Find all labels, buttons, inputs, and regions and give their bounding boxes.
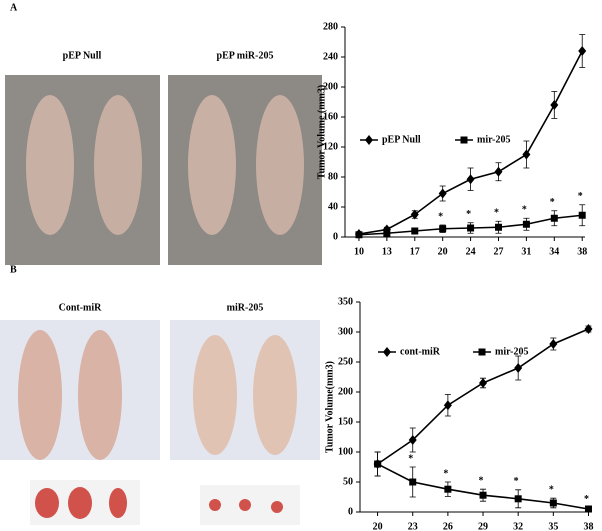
y-tick-label: 350 xyxy=(338,296,353,307)
marker xyxy=(408,435,417,445)
legend-label: cont-miR xyxy=(400,346,441,357)
marker xyxy=(522,149,531,160)
marker xyxy=(460,136,468,144)
marker xyxy=(584,324,593,334)
y-axis-label: Tumor Volume (mm3) xyxy=(316,85,327,179)
marker xyxy=(411,227,419,235)
y-tick-label: 200 xyxy=(338,386,353,397)
marker xyxy=(549,499,557,507)
marker xyxy=(439,225,447,233)
y-tick-label: 100 xyxy=(338,446,353,457)
marker xyxy=(355,231,363,239)
x-tick-label: 24 xyxy=(466,246,476,257)
marker xyxy=(549,339,558,349)
marker xyxy=(365,135,373,145)
annotation: * xyxy=(549,484,554,495)
annotation: * xyxy=(514,476,519,487)
y-tick-label: 240 xyxy=(323,51,338,62)
series-line xyxy=(377,463,589,510)
marker xyxy=(514,495,522,503)
legend-label: pEP Null xyxy=(382,134,421,145)
y-tick-label: 50 xyxy=(343,476,353,487)
annotation: * xyxy=(466,209,471,220)
annotation: * xyxy=(522,205,527,216)
annotation: * xyxy=(443,468,448,479)
y-tick-label: 120 xyxy=(323,141,338,152)
annotation: * xyxy=(578,191,583,202)
x-tick-label: 35 xyxy=(548,521,558,531)
marker xyxy=(479,491,487,499)
y-tick-label: 280 xyxy=(323,21,338,32)
marker xyxy=(494,223,502,231)
marker xyxy=(443,400,452,411)
photo-label: pEP Null xyxy=(63,50,102,61)
x-tick-label: 31 xyxy=(521,246,531,257)
y-tick-label: 250 xyxy=(338,356,353,367)
x-tick-label: 20 xyxy=(373,521,383,531)
legend-label: mir-205 xyxy=(495,346,529,357)
x-tick-label: 10 xyxy=(354,246,364,257)
marker xyxy=(550,214,558,222)
x-tick-label: 26 xyxy=(443,521,453,531)
annotation: * xyxy=(479,475,484,486)
marker xyxy=(444,485,452,493)
x-tick-label: 27 xyxy=(493,246,503,257)
y-axis-label: Tumor Volume(mm3) xyxy=(324,361,335,453)
legend-label: mir-205 xyxy=(477,134,511,145)
annotation: * xyxy=(494,208,499,219)
photo-label: Cont-miR xyxy=(59,302,103,313)
panel-label: B xyxy=(10,264,17,275)
annotation: * xyxy=(550,197,555,208)
marker xyxy=(466,174,475,185)
photos xyxy=(0,75,322,525)
x-tick-label: 29 xyxy=(478,521,488,531)
x-tick-label: 23 xyxy=(408,521,418,531)
x-tick-label: 38 xyxy=(577,246,587,257)
annotation: * xyxy=(408,453,413,464)
marker xyxy=(374,460,382,468)
y-tick-label: 200 xyxy=(323,81,338,92)
marker xyxy=(578,211,586,219)
y-tick-label: 0 xyxy=(348,506,353,517)
marker xyxy=(409,478,417,486)
panel-label: A xyxy=(10,2,18,13)
marker xyxy=(467,224,475,232)
marker xyxy=(578,46,587,56)
x-tick-label: 17 xyxy=(410,246,420,257)
y-tick-label: 160 xyxy=(323,111,338,122)
marker xyxy=(438,188,447,199)
marker xyxy=(479,378,488,388)
x-tick-label: 34 xyxy=(549,246,559,257)
annotation: * xyxy=(584,494,589,505)
x-tick-label: 32 xyxy=(513,521,523,531)
marker xyxy=(410,209,419,220)
photo-label: miR-205 xyxy=(227,302,264,313)
annotation: * xyxy=(438,211,443,222)
y-tick-label: 0 xyxy=(333,231,338,242)
y-tick-label: 300 xyxy=(338,326,353,337)
y-tick-label: 150 xyxy=(338,416,353,427)
y-tick-label: 80 xyxy=(328,171,338,182)
marker xyxy=(584,505,592,513)
x-tick-label: 20 xyxy=(438,246,448,257)
x-tick-label: 13 xyxy=(382,246,392,257)
marker xyxy=(514,363,523,373)
photo-label: pEP miR-205 xyxy=(217,50,274,61)
marker xyxy=(522,220,530,228)
marker xyxy=(478,348,486,356)
marker xyxy=(383,347,391,357)
marker xyxy=(550,100,559,110)
x-tick-label: 38 xyxy=(583,521,593,531)
marker xyxy=(494,166,503,177)
marker xyxy=(383,229,391,237)
y-tick-label: 40 xyxy=(328,201,338,212)
